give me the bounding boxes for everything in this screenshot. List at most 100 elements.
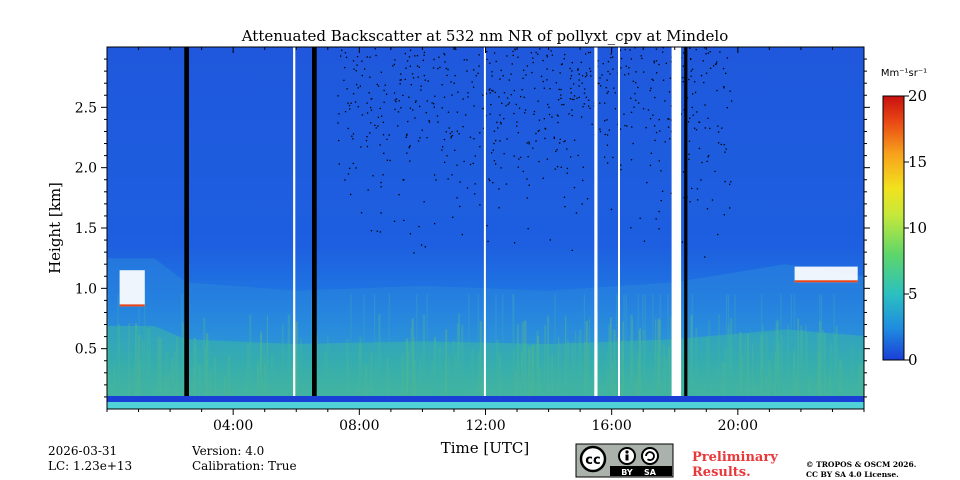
noise-pixel [454,75,456,77]
noise-pixel [516,121,518,123]
noise-pixel [404,52,406,55]
noise-pixel [338,163,340,165]
noise-pixel [489,113,491,115]
noise-pixel [659,130,661,132]
noise-pixel [472,162,474,164]
noise-pixel [433,58,435,61]
noise-pixel [726,107,728,109]
footer-version: Version: 4.0 [191,444,264,458]
noise-pixel [546,56,548,58]
surface-band [107,396,864,402]
noise-pixel [428,121,431,123]
noise-pixel [707,156,709,158]
noise-pixel [379,231,381,233]
noise-pixel [540,75,543,78]
noise-pixel [662,79,665,81]
noise-pixel [501,102,503,104]
noise-pixel [630,227,632,229]
noise-pixel [355,167,357,169]
noise-pixel [624,124,626,127]
noise-pixel [532,61,534,64]
noise-pixel [716,61,718,63]
noise-pixel [487,240,489,243]
noise-pixel [600,85,602,87]
noise-pixel [347,173,350,175]
noise-pixel [711,199,714,201]
colorbar: Mm⁻¹sr⁻¹ 0 5 10 15 20 [881,68,927,369]
noise-pixel [450,81,452,83]
noise-pixel [559,142,561,144]
noise-pixel [570,92,572,94]
noise-pixel [370,109,373,111]
noise-pixel [498,96,500,98]
noise-pixel [479,204,481,206]
noise-pixel [569,67,571,70]
noise-pixel [374,124,376,126]
noise-pixel [399,79,401,81]
noise-pixel [456,111,458,113]
cloud-base-1 [794,280,858,283]
noise-pixel [452,216,454,218]
noise-pixel [583,92,586,94]
noise-pixel [449,132,451,135]
noise-pixel [365,139,368,142]
noise-pixel [526,178,528,180]
noise-pixel [580,61,582,63]
noise-pixel [653,60,655,62]
noise-pixel [586,74,588,76]
noise-pixel [344,52,347,54]
noise-pixel [486,225,488,227]
noise-pixel [708,155,710,157]
noise-pixel [514,49,516,51]
noise-pixel [434,223,436,225]
noise-pixel [573,95,576,97]
noise-pixel [466,70,468,72]
noise-pixel [571,109,573,111]
noise-pixel [409,49,412,51]
noise-pixel [563,141,565,143]
noise-pixel [368,92,370,94]
noise-pixel [421,129,423,131]
noise-pixel [447,111,450,113]
noise-pixel [366,102,368,104]
noise-pixel [705,72,708,74]
noise-pixel [709,51,711,53]
noise-pixel [588,105,590,107]
noise-pixel [577,69,579,71]
noise-pixel [466,187,469,189]
noise-pixel [620,57,623,60]
noise-pixel [510,73,512,75]
x-tick-label: 16:00 [591,418,631,434]
noise-pixel [564,140,566,142]
noise-pixel [473,69,475,71]
noise-pixel [582,166,584,168]
noise-pixel [366,112,369,114]
noise-pixel [726,57,729,59]
noise-pixel [489,62,491,64]
noise-pixel [634,92,636,95]
noise-pixel [451,131,453,133]
noise-pixel [578,79,580,81]
noise-pixel [356,64,358,66]
noise-pixel [713,65,715,67]
noise-pixel [696,188,699,190]
noise-pixel [352,133,355,135]
noise-pixel [443,52,445,55]
noise-pixel [697,199,699,201]
noise-pixel [521,89,523,91]
noise-pixel [414,117,416,119]
noise-pixel [347,127,349,130]
noise-pixel [523,96,525,98]
noise-pixel [380,186,382,188]
noise-pixel [725,148,727,150]
noise-pixel [442,146,444,148]
noise-pixel [508,102,510,104]
noise-pixel [419,137,421,139]
noise-pixel [479,146,481,148]
noise-pixel [670,119,673,121]
noise-pixel [662,47,664,49]
noise-pixel [717,142,720,144]
noise-pixel [392,65,394,67]
noise-pixel [692,114,694,116]
noise-pixel [516,125,518,127]
